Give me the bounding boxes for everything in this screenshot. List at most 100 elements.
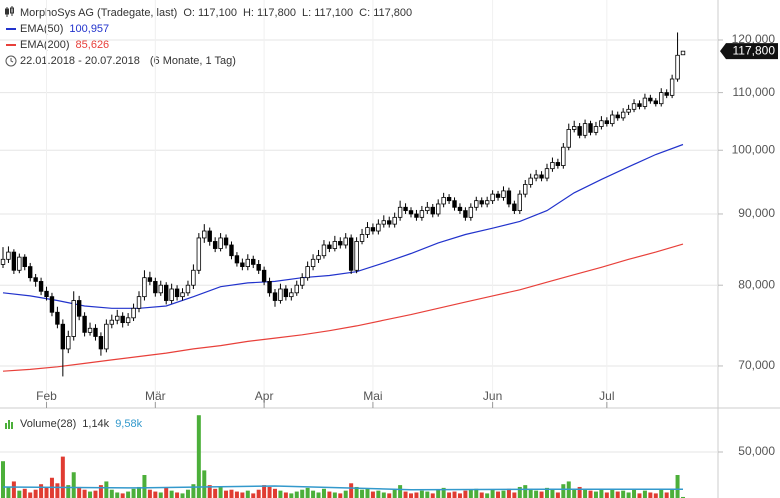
candle-body xyxy=(577,126,582,136)
candle-body xyxy=(11,251,17,271)
candle-body xyxy=(212,241,218,249)
volume-bar xyxy=(109,489,114,498)
candle-body xyxy=(343,237,348,246)
candle-body xyxy=(599,120,604,127)
volume-bar xyxy=(593,491,598,498)
volume-bar xyxy=(430,493,435,498)
candle-body xyxy=(256,263,261,271)
volume-bar xyxy=(642,490,647,498)
candle-body xyxy=(207,230,212,242)
candle-body xyxy=(66,336,71,350)
volume-bar xyxy=(104,481,109,498)
candle-body xyxy=(659,92,664,105)
y-tick-label: 90,000 xyxy=(738,206,775,220)
volume-bar xyxy=(137,486,141,498)
candle-body xyxy=(365,227,370,235)
volume-bar xyxy=(262,485,267,498)
candle-body xyxy=(474,200,479,208)
volume-bar xyxy=(425,491,430,498)
volume-bar xyxy=(517,486,522,498)
volume-bar xyxy=(670,488,675,498)
legend-name: EMA(200) xyxy=(20,39,70,51)
candle-body xyxy=(397,206,403,218)
candle-body xyxy=(163,284,169,301)
volume-bar xyxy=(240,492,245,498)
candle-body xyxy=(588,123,593,133)
volume-bar xyxy=(164,487,169,498)
volume-bar xyxy=(528,488,533,498)
y-tick-label: 100,000 xyxy=(732,142,776,156)
candle-body xyxy=(223,237,229,246)
volume-bar xyxy=(202,470,207,498)
candle-body xyxy=(604,120,610,125)
volume-panel: 50,000 xyxy=(0,415,775,498)
volume-bar xyxy=(115,492,120,498)
candle-body xyxy=(430,206,435,215)
volume-bar xyxy=(479,492,484,498)
candle-body xyxy=(528,177,533,185)
volume-bar xyxy=(311,490,316,498)
volume-bar xyxy=(365,488,370,498)
y-tick-label: 110,000 xyxy=(733,85,776,99)
candle-body xyxy=(490,193,495,202)
period: (6 Monate, 1 Tag) xyxy=(150,55,236,67)
volume-bar xyxy=(501,490,506,498)
candle-body xyxy=(631,103,637,110)
candle-body xyxy=(191,269,196,286)
candle-body xyxy=(283,288,289,298)
volume-ma-line xyxy=(2,485,684,491)
volume-bar xyxy=(267,486,272,498)
candle-body xyxy=(419,210,425,218)
candle-body xyxy=(98,336,104,350)
volume-bar xyxy=(360,489,365,498)
clock-icon xyxy=(5,55,17,67)
candle-body xyxy=(82,315,87,333)
candle-body xyxy=(338,241,343,246)
candle-body xyxy=(637,103,642,107)
candle-body xyxy=(484,200,490,205)
candle-body xyxy=(620,111,626,119)
y-tick-label: 80,000 xyxy=(738,277,775,291)
candle-body xyxy=(348,237,354,271)
candle-body xyxy=(610,114,615,125)
volume-ma-value: 9,58k xyxy=(115,418,142,430)
ema-line xyxy=(2,143,684,309)
candle-body xyxy=(289,292,294,298)
candle-body xyxy=(593,126,599,133)
volume-bar xyxy=(55,483,60,498)
candle-body xyxy=(457,206,463,212)
volume-bar xyxy=(305,487,310,498)
header-line: MorphoSys AG (Tradegate, last) O: 117,100… xyxy=(20,7,412,19)
low-label: L: 117,100 xyxy=(302,7,353,19)
candle-body xyxy=(305,266,310,279)
candle-body xyxy=(87,327,93,333)
volume-bar xyxy=(142,475,147,498)
volume-bar xyxy=(229,489,234,498)
volume-bar xyxy=(653,493,658,498)
candle-body xyxy=(512,203,517,212)
date-line: 22.01.2018 - 20.07.2018 (6 Monate, 1 Tag) xyxy=(20,55,236,67)
volume-bar xyxy=(120,493,125,498)
volume-bar xyxy=(278,490,283,498)
volume-bar xyxy=(321,488,326,498)
candle-body xyxy=(354,241,359,271)
candle-body xyxy=(408,210,414,215)
candle-body xyxy=(27,266,33,279)
candle-body xyxy=(669,78,675,96)
volume-bar xyxy=(664,492,669,498)
volume-bar xyxy=(681,496,685,498)
candle-body xyxy=(517,193,522,212)
volume-bar xyxy=(615,491,620,498)
last-price-badge xyxy=(720,43,778,60)
x-tick-label: Jun xyxy=(483,389,502,403)
candle-body xyxy=(196,237,202,271)
candle-body xyxy=(572,126,577,130)
date-range: 22.01.2018 - 20.07.2018 xyxy=(20,55,140,67)
candle-body xyxy=(359,234,365,242)
volume-bar xyxy=(506,488,511,498)
candle-body xyxy=(332,241,338,249)
x-tick-label: Mär xyxy=(145,389,166,403)
volume-bar xyxy=(648,492,653,498)
candle-body xyxy=(142,277,147,298)
